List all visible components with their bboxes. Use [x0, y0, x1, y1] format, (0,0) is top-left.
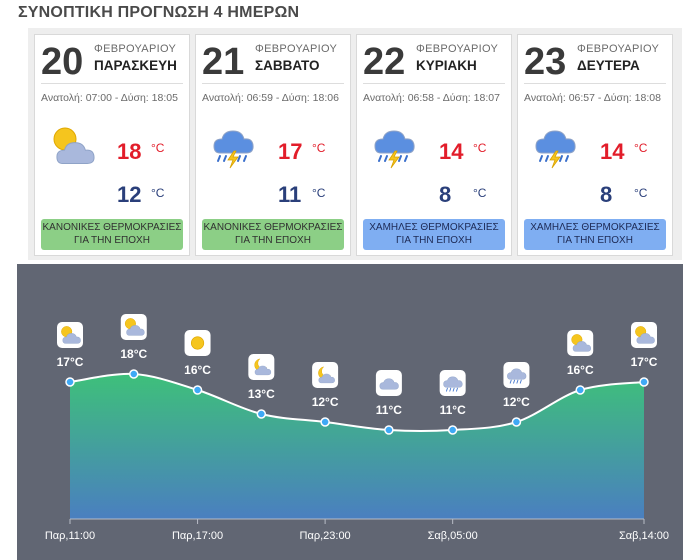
badge-line: ΓΙΑ ΤΗΝ ΕΠΟΧΗ	[235, 235, 311, 246]
x-tick-label: Παρ,23:00	[300, 530, 351, 542]
day-card: 23 ΦΕΒΡΟΥΑΡΙΟΥ ΔΕΥΤΕΡΑ Ανατολή: 06:57 - …	[517, 34, 673, 256]
divider	[41, 83, 183, 84]
cloud-icon	[375, 370, 402, 396]
day-card: 22 ΦΕΒΡΟΥΑΡΙΟΥ ΚΥΡΙΑΚΗ Ανατολή: 06:58 - …	[356, 34, 512, 256]
temperature-unit: °C	[634, 186, 648, 200]
badge-line: ΚΑΝΟΝΙΚΕΣ ΘΕΡΜΟΚΡΑΣΙΕΣ	[42, 222, 182, 233]
month-label: ΦΕΒΡΟΥΑΡΙΟΥ	[255, 43, 338, 55]
temperature-label: 16°C	[184, 363, 211, 377]
thunderstorm-icon	[532, 123, 578, 169]
weekday-label: ΠΑΡΑΣΚΕΥΗ	[94, 58, 177, 73]
badge-line: ΓΙΑ ΤΗΝ ΕΠΟΧΗ	[557, 235, 633, 246]
x-tick-label: Σαβ,05:00	[428, 530, 478, 542]
temperature-point[interactable]	[192, 385, 203, 395]
day-card: 20 ΦΕΒΡΟΥΑΡΙΟΥ ΠΑΡΑΣΚΕΥΗ Ανατολή: 07:00 …	[34, 34, 190, 256]
badge-line: ΓΙΑ ΤΗΝ ΕΠΟΧΗ	[74, 235, 150, 246]
rain-cloud-icon	[503, 362, 530, 388]
x-tick-label: Παρ,11:00	[45, 530, 95, 542]
temperature-point[interactable]	[639, 377, 649, 387]
season-temperature-badge: ΚΑΝΟΝΙΚΕΣ ΘΕΡΜΟΚΡΑΣΙΕΣ ΓΙΑ ΤΗΝ ΕΠΟΧΗ	[41, 219, 183, 250]
day-number: 21	[202, 41, 245, 83]
month-label: ΦΕΒΡΟΥΑΡΙΟΥ	[94, 43, 177, 55]
moon-cloud-icon	[248, 354, 275, 380]
sunrise-sunset: Ανατολή: 07:00 - Δύση: 18:05	[41, 92, 178, 104]
temperature-label: 17°C	[57, 355, 84, 369]
month-label: ΦΕΒΡΟΥΑΡΙΟΥ	[577, 43, 660, 55]
temperature-unit: °C	[151, 141, 165, 155]
season-temperature-badge: ΧΑΜΗΛΕΣ ΘΕΡΜΟΚΡΑΣΙΕΣ ΓΙΑ ΤΗΝ ΕΠΟΧΗ	[524, 219, 666, 250]
temperature-label: 12°C	[312, 395, 339, 409]
badge-line: ΚΑΝΟΝΙΚΕΣ ΘΕΡΜΟΚΡΑΣΙΕΣ	[203, 222, 343, 233]
day-number: 23	[524, 41, 567, 83]
min-temperature: 12	[117, 182, 142, 207]
badge-line: ΧΑΜΗΛΕΣ ΘΕΡΜΟΚΡΑΣΙΕΣ	[530, 222, 660, 233]
rain-cloud-icon	[439, 370, 466, 396]
day-card: 21 ΦΕΒΡΟΥΑΡΙΟΥ ΣΑΒΒΑΤΟ Ανατολή: 06:59 - …	[195, 34, 351, 256]
sunrise-sunset: Ανατολή: 06:59 - Δύση: 18:06	[202, 92, 339, 104]
temperature-unit: °C	[634, 141, 648, 155]
thunderstorm-icon	[371, 123, 417, 169]
badge-line: ΧΑΜΗΛΕΣ ΘΕΡΜΟΚΡΑΣΙΕΣ	[369, 222, 499, 233]
temperature-point[interactable]	[447, 425, 458, 435]
temperature-point[interactable]	[511, 417, 522, 427]
temperature-point[interactable]	[320, 417, 330, 427]
partly-cloudy-icon	[567, 330, 594, 356]
temperature-unit: °C	[312, 141, 326, 155]
temperature-label: 18°C	[120, 347, 147, 361]
temperature-label: 13°C	[248, 387, 275, 401]
temperature-unit: °C	[473, 141, 487, 155]
divider	[363, 83, 505, 84]
temperature-area	[70, 373, 644, 519]
sunrise-sunset: Ανατολή: 06:57 - Δύση: 18:08	[524, 92, 661, 104]
temperature-point[interactable]	[256, 409, 267, 419]
weekday-label: ΔΕΥΤΕΡΑ	[577, 58, 640, 73]
divider	[524, 83, 666, 84]
temperature-unit: °C	[312, 186, 326, 200]
temperature-line	[69, 372, 645, 432]
temperature-label: 17°C	[631, 355, 658, 369]
temperature-point[interactable]	[384, 425, 394, 435]
season-temperature-badge: ΧΑΜΗΛΕΣ ΘΕΡΜΟΚΡΑΣΙΕΣ ΓΙΑ ΤΗΝ ΕΠΟΧΗ	[363, 219, 505, 250]
temperature-point[interactable]	[65, 377, 75, 387]
weekday-label: ΚΥΡΙΑΚΗ	[416, 58, 477, 73]
day-number: 20	[41, 41, 84, 83]
hourly-chart-svg: Παρ,11:00 Παρ,17:00 Παρ,23:00 Σαβ,05:00 Σαβ,…	[45, 314, 669, 542]
partly-cloudy-icon	[120, 314, 147, 340]
max-temperature: 14	[600, 139, 625, 164]
temperature-label: 16°C	[567, 363, 594, 377]
temperature-label: 12°C	[503, 395, 530, 409]
temperature-unit: °C	[473, 186, 487, 200]
divider	[202, 83, 344, 84]
month-label: ΦΕΒΡΟΥΑΡΙΟΥ	[416, 43, 499, 55]
x-tick-label: Σαβ,14:00	[619, 530, 669, 542]
min-temperature: 8	[439, 182, 452, 207]
partly-cloudy-icon	[57, 322, 83, 348]
partly-cloudy-icon	[631, 322, 657, 348]
thunderstorm-icon	[210, 123, 256, 169]
section-title: ΣΥΝΟΠΤΙΚΗ ΠΡΟΓΝΩΣΗ 4 ΗΜΕΡΩΝ	[18, 4, 300, 21]
min-temperature: 8	[600, 182, 613, 207]
weekday-label: ΣΑΒΒΑΤΟ	[255, 58, 320, 73]
max-temperature: 14	[439, 139, 464, 164]
moon-cloud-icon	[312, 362, 339, 388]
temperature-point[interactable]	[575, 385, 585, 395]
max-temperature: 17	[278, 139, 303, 164]
badge-line: ΓΙΑ ΤΗΝ ΕΠΟΧΗ	[396, 235, 472, 246]
season-temperature-badge: ΚΑΝΟΝΙΚΕΣ ΘΕΡΜΟΚΡΑΣΙΕΣ ΓΙΑ ΤΗΝ ΕΠΟΧΗ	[202, 219, 344, 250]
min-temperature: 11	[278, 182, 302, 207]
max-temperature: 18	[117, 139, 142, 164]
hourly-forecast-chart: Παρ,11:00 Παρ,17:00 Παρ,23:00 Σαβ,05:00 Σαβ,…	[17, 264, 683, 560]
forecast-section: ΣΥΝΟΠΤΙΚΗ ΠΡΟΓΝΩΣΗ 4 ΗΜΕΡΩΝ 20 ΦΕΒΡΟΥΑΡΙ…	[0, 0, 700, 262]
partly-cloudy-icon	[49, 123, 95, 167]
temperature-label: 11°C	[440, 403, 466, 417]
x-tick-label: Παρ,17:00	[172, 530, 223, 542]
day-number: 22	[363, 41, 406, 83]
temperature-unit: °C	[151, 186, 165, 200]
sunrise-sunset: Ανατολή: 06:58 - Δύση: 18:07	[363, 92, 500, 104]
temperature-label: 11°C	[376, 403, 402, 417]
sun-icon	[184, 330, 211, 356]
temperature-point[interactable]	[129, 369, 139, 379]
